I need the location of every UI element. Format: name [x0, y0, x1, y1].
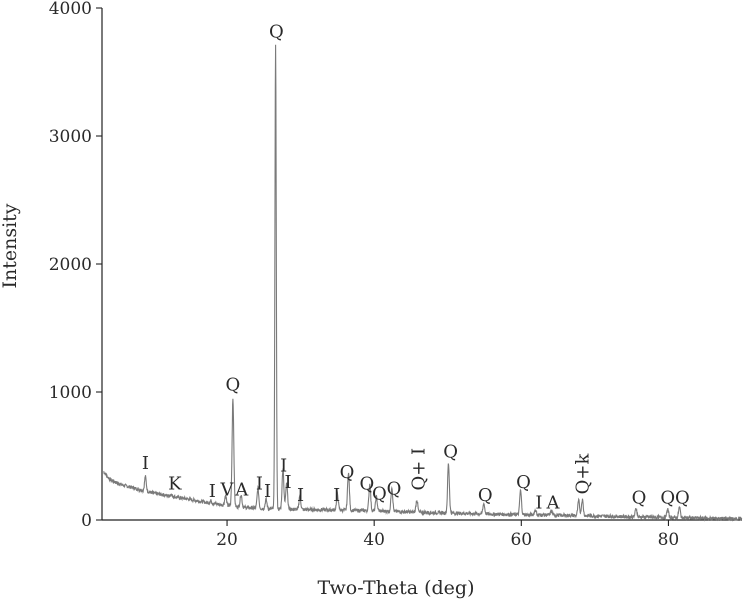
peak-label: I: [256, 473, 263, 494]
x-tick-label: 60: [510, 530, 532, 550]
peak-label: Q: [675, 487, 690, 508]
peak-label: I: [535, 492, 542, 513]
peak-label: I: [333, 485, 340, 506]
diffraction-pattern-line: [103, 44, 743, 522]
peak-label: V: [220, 480, 235, 501]
peak-label: Q: [269, 21, 284, 42]
peak-label: Q: [516, 472, 531, 493]
x-tick-label: 80: [658, 530, 680, 550]
y-tick-label: 1000: [49, 383, 92, 403]
peak-label: I: [142, 453, 149, 474]
peak-label: Q: [632, 487, 647, 508]
y-tick-label: 3000: [49, 127, 92, 147]
peak-label: Q+k: [572, 453, 593, 495]
peak-label: I: [280, 455, 287, 476]
axes: [101, 8, 742, 521]
peak-label: Q+ I: [408, 448, 429, 491]
y-tick-label: 4000: [49, 0, 92, 19]
ticks: 0 1000 2000 3000 4000 20 40 60 80: [49, 0, 680, 550]
peak-label: Q: [372, 484, 387, 505]
peak-label: Q: [478, 485, 493, 506]
peak-label: K: [168, 473, 182, 494]
peak-label: I: [209, 481, 216, 502]
peak-label: Q: [359, 473, 374, 494]
peak-label: Q: [226, 375, 241, 396]
peak-label: A: [234, 480, 249, 501]
peak-label: I: [297, 485, 304, 506]
y-tick-label: 0: [81, 511, 92, 531]
peak-label: A: [545, 492, 560, 513]
peak-label: Q: [340, 462, 355, 483]
peak-label: I: [285, 472, 292, 493]
peak-label: Q: [660, 487, 675, 508]
x-tick-label: 20: [216, 530, 238, 550]
y-axis-title: Intensity: [0, 203, 21, 288]
x-tick-label: 40: [363, 530, 385, 550]
x-axis-title: Two-Theta (deg): [318, 577, 475, 599]
peak-label: Q: [387, 478, 402, 499]
peak-label: Q: [443, 441, 458, 462]
peak-label: I: [264, 481, 271, 502]
y-tick-label: 2000: [49, 255, 92, 275]
